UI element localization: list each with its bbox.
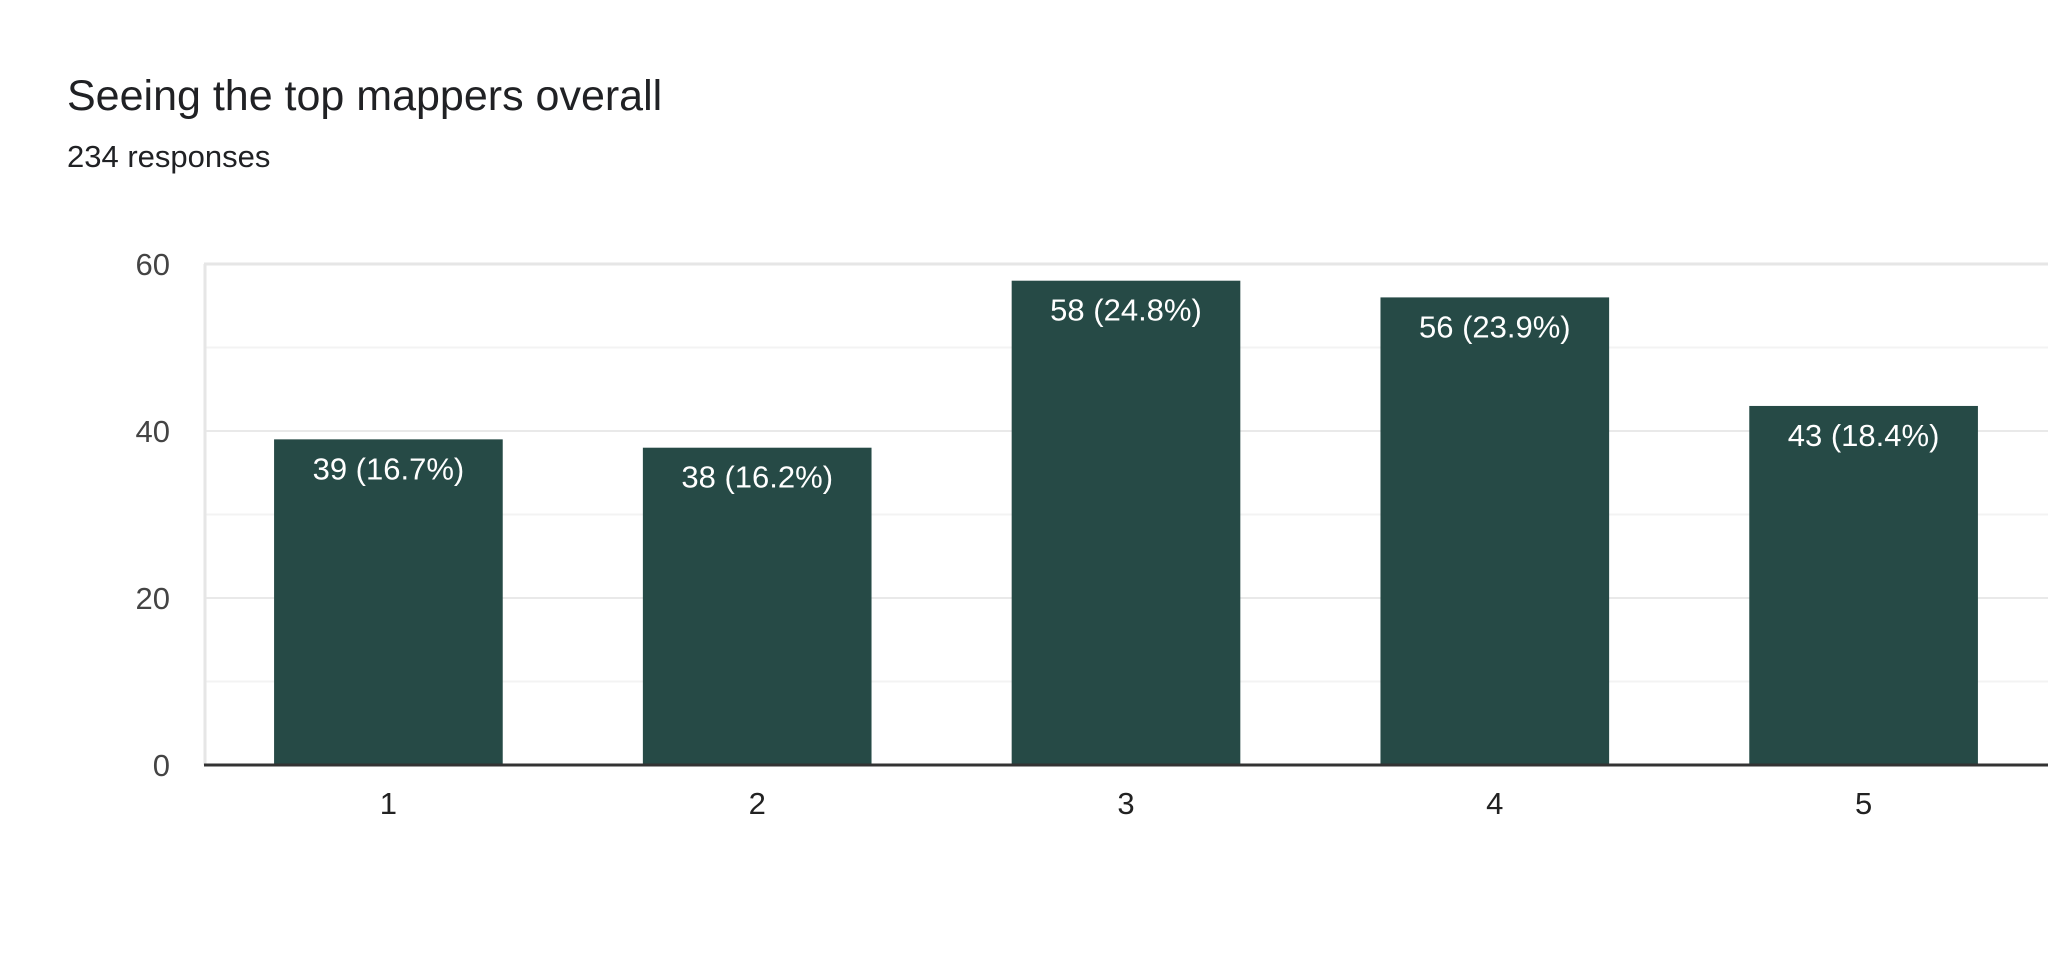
y-tick-label: 0 <box>153 748 170 783</box>
x-tick-label: 2 <box>749 786 766 821</box>
bar-data-label: 43 (18.4%) <box>1788 418 1940 453</box>
bar <box>1380 297 1610 765</box>
x-tick-label: 4 <box>1486 786 1503 821</box>
y-tick-label: 60 <box>136 247 170 282</box>
bar <box>1749 405 1978 765</box>
x-tick-label: 1 <box>380 786 397 821</box>
bar-data-label: 58 (24.8%) <box>1050 293 1202 328</box>
bar-data-label: 39 (16.7%) <box>313 451 465 486</box>
response-count: 234 responses <box>67 139 271 174</box>
x-tick-label: 5 <box>1855 786 1872 821</box>
chart-bars <box>274 280 1978 765</box>
chart-labels: 0 20 40 60 39 (16.7%) 1 38 (16.2%) 2 58 (24.8%) 3… <box>136 247 1940 821</box>
chart-title: Seeing the top mappers overall <box>67 72 663 120</box>
bar <box>642 447 872 765</box>
chart-axes <box>203 264 2048 767</box>
bar <box>274 439 503 765</box>
y-tick-label: 20 <box>136 581 170 616</box>
bar <box>1011 280 1241 765</box>
bar-data-label: 38 (16.2%) <box>681 460 833 495</box>
x-tick-label: 3 <box>1117 786 1134 821</box>
bar-data-label: 56 (23.9%) <box>1419 309 1571 344</box>
y-tick-label: 40 <box>136 414 170 449</box>
